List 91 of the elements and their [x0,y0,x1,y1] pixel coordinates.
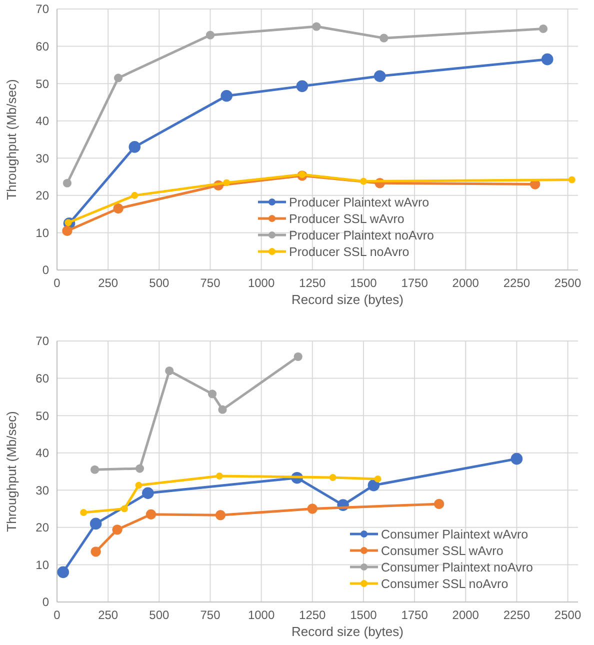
point [128,141,141,153]
x-tick-label: 250 [98,276,118,290]
x-tick-label: 2500 [554,276,582,290]
point [80,509,88,516]
point [90,546,101,557]
point [62,226,72,236]
x-tick-label: 2000 [452,608,480,622]
x-tick-label: 500 [149,276,170,290]
legend-label: Consumer Plaintext noAvro [381,560,533,574]
point [90,465,100,474]
point [90,518,102,530]
y-tick-label: 70 [36,334,50,348]
point [541,53,554,66]
y-tick-label: 40 [36,114,50,128]
x-tick-label: 750 [200,608,221,622]
x-tick-label: 250 [98,608,118,622]
x-tick-label: 2000 [452,276,480,290]
point [374,70,386,82]
point [223,179,230,186]
y-tick-label: 0 [42,595,50,610]
point [368,479,380,492]
point [220,90,232,102]
point [298,171,306,178]
point [568,176,576,184]
y-tick-label: 20 [36,520,50,535]
x-tick-label: 1250 [299,276,326,290]
x-tick-label: 750 [200,276,221,290]
legend-label: Producer SSL wAvro [289,212,404,226]
legend-label: Producer Plaintext wAvro [289,195,430,210]
point [131,192,138,199]
point [113,203,124,214]
point [294,352,302,361]
y-tick-label: 20 [36,188,50,203]
point [114,74,123,82]
y-axis-title: Throughput (Mb/sec) [4,79,19,200]
point [142,487,154,500]
point [165,366,174,376]
y-tick-label: 10 [36,558,50,572]
point [146,509,156,520]
x-axis-title: Record size (bytes) [292,292,404,307]
legend-label: Consumer SSL wAvro [381,544,504,558]
legend-label: Producer Plaintext noAvro [289,228,434,242]
x-tick-label: 1750 [401,608,428,622]
point [206,30,215,40]
x-tick-label: 1500 [350,608,378,622]
point [434,498,444,510]
y-tick-label: 30 [36,483,50,498]
point [380,34,388,42]
point [112,524,122,535]
point [360,178,367,185]
y-tick-label: 50 [36,408,50,423]
point [538,24,548,34]
x-tick-label: 0 [54,608,61,622]
x-tick-label: 2500 [554,608,582,622]
y-tick-label: 10 [36,226,50,240]
point [62,178,72,188]
x-tick-label: 2250 [503,608,530,622]
y-tick-label: 60 [36,39,50,54]
point [296,80,308,92]
x-axis-title: Record size (bytes) [292,624,404,639]
point [135,482,142,489]
y-tick-label: 40 [36,446,50,460]
x-tick-label: 2250 [503,276,530,290]
x-tick-label: 500 [149,608,170,622]
point [215,510,226,520]
legend-label: Consumer SSL noAvro [381,576,508,591]
point [312,22,321,31]
point [510,452,523,465]
point [120,505,128,512]
y-tick-label: 60 [36,371,50,386]
y-tick-label: 30 [36,151,50,166]
point [57,566,70,578]
point [374,475,382,482]
point [135,464,144,473]
x-tick-label: 1500 [350,276,378,290]
point [307,504,318,514]
x-tick-label: 1750 [401,276,428,290]
point [329,474,336,481]
y-tick-label: 50 [36,76,50,91]
y-tick-label: 0 [42,263,50,278]
point [216,472,223,480]
y-axis-title: Throughput (Mb/sec) [4,411,19,532]
x-tick-label: 1000 [248,608,275,622]
legend-label: Consumer Plaintext wAvro [381,527,528,542]
point [218,405,227,414]
point [208,390,217,398]
x-tick-label: 1250 [299,608,326,622]
x-tick-label: 0 [54,276,61,290]
y-tick-label: 70 [36,2,50,16]
legend-label: Producer SSL noAvro [289,244,410,259]
x-tick-label: 1000 [248,276,275,290]
